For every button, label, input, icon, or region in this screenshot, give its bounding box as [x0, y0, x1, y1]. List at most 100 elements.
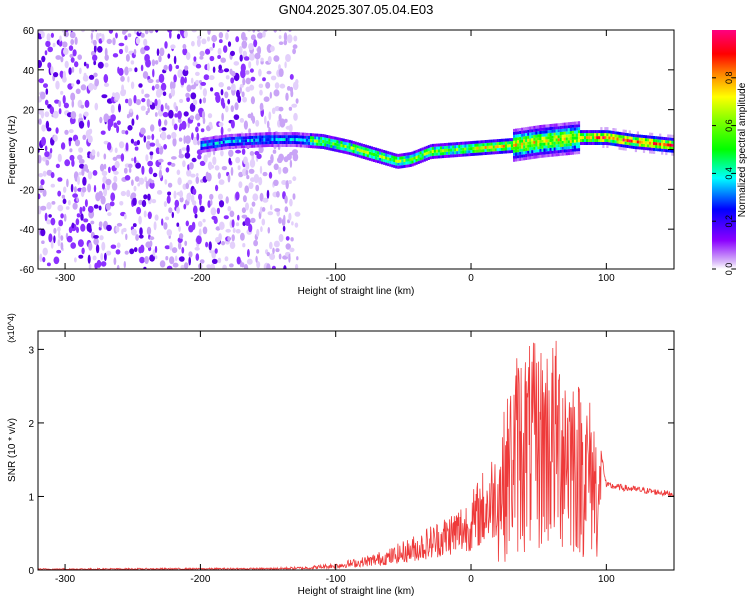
- colorbar-label: Normalized spectral amplitude: [737, 82, 748, 217]
- spectrogram-cell: [523, 151, 526, 155]
- spectrogram-cell: [256, 249, 260, 254]
- spectrogram-cell: [413, 153, 416, 157]
- spectrogram-cell: [379, 157, 382, 161]
- spectrogram-cell: [427, 154, 430, 157]
- spectrogram-cell: [458, 148, 461, 151]
- spectrogram-cell: [122, 227, 127, 233]
- spectrogram-cell: [100, 252, 104, 261]
- spectrogram-cell: [170, 162, 176, 167]
- spectrogram-cell: [154, 83, 160, 90]
- colorbar: 0.00.20.40.60.8 Normalized spectral ampl…: [712, 30, 748, 275]
- spectrogram-cell: [663, 143, 666, 146]
- spectrogram-cell: [217, 172, 221, 180]
- spectrogram-cell: [437, 149, 441, 153]
- spectrogram-cell: [289, 144, 292, 147]
- spectrogram-cell: [234, 139, 238, 143]
- spectrogram-cell: [226, 30, 230, 32]
- spectrogram-cell: [96, 151, 100, 158]
- spectrogram-cell: [275, 135, 278, 139]
- spectrogram-cell: [262, 77, 266, 82]
- spectrogram-cell: [286, 153, 292, 161]
- spectrogram-cell: [573, 142, 577, 146]
- spectrogram-cell: [151, 59, 156, 67]
- spectrogram-cell: [284, 118, 288, 123]
- spectrogram-cell: [104, 62, 109, 68]
- spectrogram-cell: [212, 136, 215, 140]
- spectrogram-cell: [510, 141, 514, 145]
- spectrogram-cell: [279, 30, 282, 32]
- spectrogram-cell: [356, 151, 359, 155]
- spectrogram-cell: [195, 63, 202, 69]
- spectrogram-cell: [40, 91, 46, 100]
- spectrogram-cell: [66, 235, 73, 243]
- spectrogram-cell: [360, 149, 363, 153]
- spectrogram-cell: [226, 86, 231, 91]
- spectrogram-cell: [214, 141, 217, 145]
- spectrogram-cell: [293, 132, 296, 136]
- spectrogram-cell: [40, 110, 45, 119]
- spectrogram-cell: [57, 190, 62, 197]
- spectrogram-cell: [644, 135, 648, 139]
- spectrogram-cell: [539, 140, 542, 143]
- spectrogram-cell: [543, 139, 546, 143]
- spectrogram-cell: [199, 205, 205, 213]
- spectrogram-cell: [541, 139, 544, 143]
- spectrogram-cell: [364, 153, 367, 157]
- colorbar-gradient: [712, 30, 736, 269]
- spectrogram-cell: [573, 148, 577, 152]
- spectrogram-cell: [221, 112, 224, 122]
- spectrogram-cell: [70, 183, 74, 193]
- spectrogram-cell: [397, 156, 400, 160]
- spectrogram-cell: [70, 39, 75, 45]
- spectrogram-cell: [126, 189, 131, 197]
- spectrogram-cell: [245, 139, 248, 143]
- spectrogram-cell: [545, 145, 548, 149]
- spectrogram-cell: [144, 45, 150, 51]
- spectrogram-cell: [249, 144, 252, 148]
- spectrogram-cell: [241, 148, 246, 155]
- spectrogram-cell: [53, 227, 57, 234]
- spectrogram-cell: [220, 144, 223, 147]
- spectrogram-cell: [166, 229, 172, 237]
- spectrogram-cell: [255, 132, 258, 136]
- spectrogram-cell: [584, 142, 587, 145]
- spectrogram-cell: [559, 144, 562, 147]
- spectrogram-cell: [289, 135, 292, 139]
- spectrogram-cell: [498, 139, 501, 142]
- spectrogram-cell: [260, 226, 263, 233]
- spectrogram-cell: [202, 218, 206, 223]
- spectrogram-cell: [135, 99, 141, 106]
- spectrogram-cell: [622, 147, 625, 151]
- spectrogram-cell: [513, 143, 516, 147]
- spectrogram-cell: [529, 153, 532, 157]
- spectrogram-cell: [228, 149, 234, 157]
- spectrogram-cell: [241, 139, 244, 143]
- spectrogram-cell: [537, 143, 540, 147]
- spectrogram-cell: [283, 135, 286, 139]
- spectrogram-cell: [592, 136, 595, 140]
- spectrogram-cell: [510, 150, 514, 153]
- spectrogram-cell: [241, 207, 246, 214]
- spectrogram-cell: [214, 248, 218, 254]
- spectrogram-cell: [230, 145, 233, 149]
- spectrogram-cell: [577, 136, 581, 140]
- spectrogram-cell: [565, 137, 568, 141]
- spectrogram-cell: [218, 221, 225, 230]
- spectrogram-cell: [281, 132, 284, 136]
- spectrogram-cell: [155, 79, 160, 83]
- spectrogram-cell: [456, 151, 459, 155]
- spectrogram-cell: [541, 124, 544, 128]
- spectrogram-cell: [354, 141, 357, 145]
- spectrogram-cell: [541, 154, 544, 158]
- spectrogram-cell: [340, 147, 343, 151]
- spectrogram-cell: [421, 153, 424, 157]
- spectrogram-cell: [580, 136, 583, 140]
- spectrogram-cell: [537, 134, 540, 138]
- spectrogram-cell: [513, 140, 516, 144]
- spectrogram-cell: [334, 148, 337, 152]
- colorbar-ticks: 0.00.20.40.60.8: [712, 72, 736, 275]
- spectrogram-cell: [40, 179, 45, 186]
- spectrogram-cell: [539, 143, 542, 146]
- spectrogram-cell: [500, 141, 503, 145]
- spectrogram-cell: [138, 199, 144, 205]
